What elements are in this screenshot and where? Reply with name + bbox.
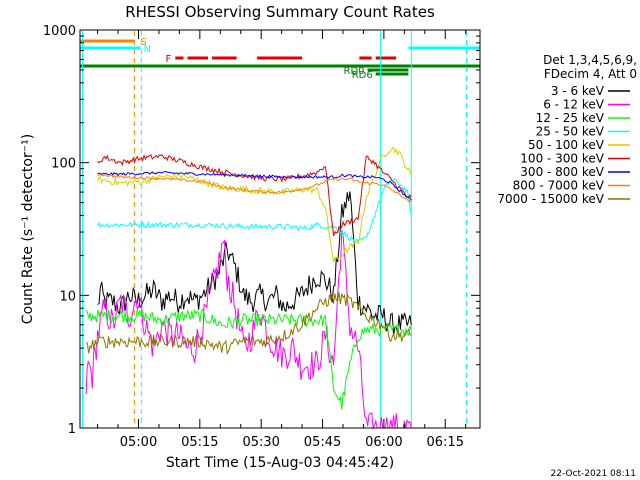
series-line-7000-15000-kev [85, 292, 412, 355]
y-axis: 1 10 100 1000 [43, 24, 480, 437]
plot-frame [79, 29, 481, 429]
x-tick-label: 05:30 [242, 435, 279, 450]
legend-label: 6 - 12 keV [543, 98, 605, 112]
series-line-6-12-kev [85, 229, 412, 430]
legend-label: 50 - 100 keV [528, 138, 605, 152]
x-tick-label: 06:00 [365, 435, 402, 450]
flag-label-rd6: RD6 [352, 70, 373, 81]
legend-header-1: Det 1,3,4,5,6,9, [543, 53, 637, 67]
y-tick-label: 1000 [43, 24, 76, 39]
legend-label: 300 - 800 keV [520, 165, 604, 179]
x-axis: 05:00 05:15 05:30 05:45 06:00 06:15 [97, 30, 467, 450]
series-line-12-25-kev [85, 308, 412, 410]
x-tick-label: 05:15 [181, 435, 218, 450]
x-tick-label: 06:15 [427, 435, 464, 450]
legend-label: 7000 - 15000 keV [497, 192, 604, 206]
flag-label-rd0: RD0 [344, 66, 365, 77]
legend-label: 12 - 25 keV [536, 111, 605, 125]
x-axis-label: Start Time (15-Aug-03 04:45:42) [166, 455, 394, 471]
y-tick-label: 100 [51, 157, 76, 172]
series-line-50-100-kev [97, 146, 412, 263]
chart-title: RHESSI Observing Summary Count Rates [125, 3, 435, 21]
x-tick-label: 05:00 [120, 435, 157, 450]
flag-label-n: N [144, 44, 151, 55]
flag-label-f: F [166, 54, 172, 65]
legend-label: 800 - 7000 keV [513, 179, 605, 193]
series-line-300-800-kev [97, 170, 412, 201]
legend-label: 25 - 50 keV [536, 125, 605, 139]
series-line-3-6-kev [97, 191, 412, 336]
legend-header-2: FDecim 4, Att 0 [544, 67, 637, 81]
flag-label-s: S [140, 37, 146, 48]
y-tick-label: 1 [68, 422, 76, 437]
timestamp: 22-Oct-2021 08:11 [551, 469, 636, 479]
legend-label: 3 - 6 keV [551, 84, 605, 98]
y-tick-label: 10 [59, 289, 76, 304]
legend-label: 100 - 300 keV [520, 152, 604, 166]
y-axis-label: Count Rate (s⁻¹ detector⁻¹) [20, 134, 36, 324]
x-tick-label: 05:45 [304, 435, 341, 450]
series-line-800-7000-kev [97, 173, 412, 203]
series-line-100-300-kev [97, 154, 412, 237]
